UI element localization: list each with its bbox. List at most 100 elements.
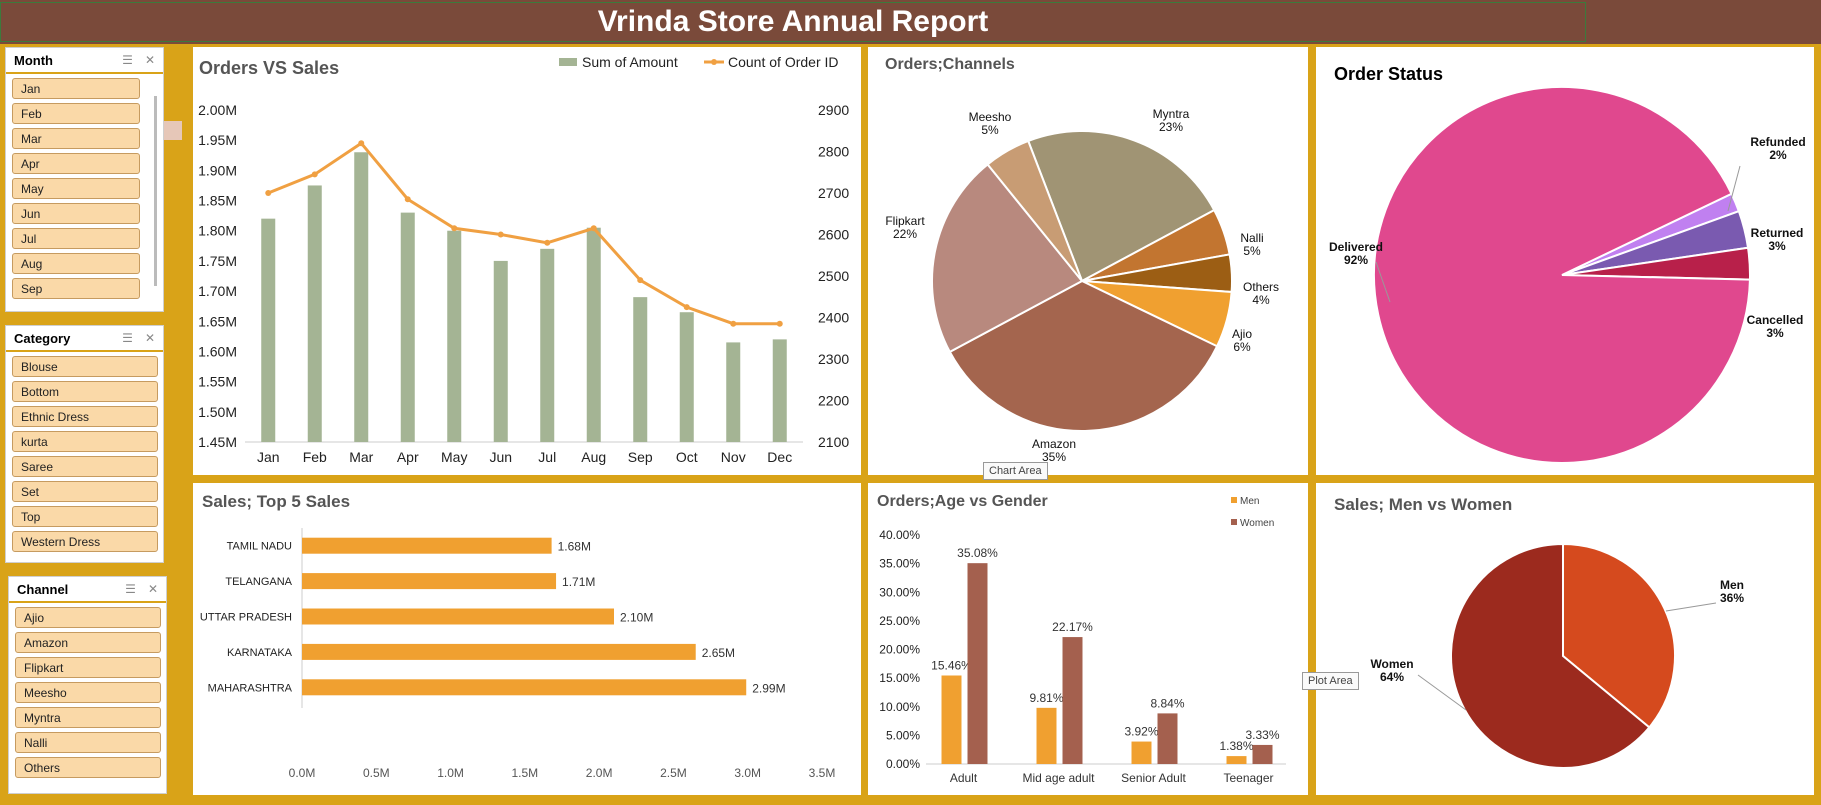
line-point-jun xyxy=(497,231,504,238)
slicer-item-top[interactable]: Top xyxy=(12,506,158,527)
slicer-item-aug[interactable]: Aug xyxy=(12,253,140,274)
slicer-item-jun[interactable]: Jun xyxy=(12,203,140,224)
order-status-panel[interactable]: Order Status Refunded 2% Returned 3% Cancelle… xyxy=(1316,47,1814,475)
bar-aug xyxy=(586,227,601,442)
category-label: TAMIL NADU xyxy=(227,541,292,553)
bar-may xyxy=(447,230,462,442)
slicer-item-jul[interactable]: Jul xyxy=(12,228,140,249)
slice-flipkart xyxy=(931,163,1084,354)
slice-amazon xyxy=(948,279,1219,432)
bar-men-senior-adult xyxy=(1131,741,1152,764)
chart-title: Order Status xyxy=(1334,64,1443,84)
slice-men xyxy=(1562,542,1676,729)
x-axis-tick-label: Jul xyxy=(538,449,556,465)
y-axis-tick-label: 15.00% xyxy=(879,671,920,685)
slicer-item-sep[interactable]: Sep xyxy=(12,278,140,299)
slice-pct-ajio: 6% xyxy=(1233,340,1251,354)
orders-channels-chart: Orders;ChannelsMyntra23%Nalli5%Others4%A… xyxy=(885,56,1279,464)
slicer-item-bottom[interactable]: Bottom xyxy=(12,381,158,402)
month-slicer-title: Month xyxy=(14,52,53,68)
y2-axis-tick-label: 2100 xyxy=(818,434,849,450)
chart-area-tooltip: Chart Area xyxy=(983,462,1048,480)
x-axis-tick-label: Mar xyxy=(349,449,373,465)
x-axis-tick-label: Adult xyxy=(950,771,978,785)
x-axis-tick-label: Dec xyxy=(767,449,792,465)
bar-mar xyxy=(354,152,369,442)
slicer-item-ethnic-dress[interactable]: Ethnic Dress xyxy=(12,406,158,427)
leader-men xyxy=(1665,602,1717,612)
age-gender-panel[interactable]: Orders;Age vs Gender 40.00% 35.00% 30.00% 25… xyxy=(868,483,1308,795)
y2-axis-tick-label: 2200 xyxy=(818,393,849,409)
slicer-item-western-dress[interactable]: Western Dress xyxy=(12,531,158,552)
channel-slicer[interactable]: Channel ☰ ✕ Ajio Amazon Flipkart Meesho Myntr… xyxy=(8,576,167,794)
slicer-item-myntra[interactable]: Myntra xyxy=(15,707,161,728)
clear-filter-icon[interactable]: ✕ xyxy=(144,53,155,67)
orders-channels-panel[interactable]: Orders;Channels Myntra 23% Nalli 5% Others 4% A… xyxy=(868,47,1308,475)
slicer-item-blouse[interactable]: Blouse xyxy=(12,356,158,377)
slice-pct-nalli: 5% xyxy=(1243,244,1261,258)
y-axis-tick-label: 1.70M xyxy=(198,283,237,299)
slicer-item-feb[interactable]: Feb xyxy=(12,103,140,124)
slicer-item-others[interactable]: Others xyxy=(15,757,161,778)
slice-label-cancelled: Cancelled xyxy=(1747,313,1804,327)
title-cell[interactable]: Vrinda Store Annual Report xyxy=(0,2,1586,42)
category-label: UTTAR PRADESH xyxy=(200,612,292,624)
y-axis-tick-label: 10.00% xyxy=(879,700,920,714)
orders-vs-sales-panel[interactable]: Orders VS Sales 2.00M 1.95M 1.90M 1.85M 1.80M… xyxy=(193,47,861,475)
bar-jun xyxy=(493,260,508,442)
x-axis-tick-label: Senior Adult xyxy=(1121,771,1186,785)
slicer-item-set[interactable]: Set xyxy=(12,481,158,502)
multi-select-icon[interactable]: ☰ xyxy=(122,53,133,67)
slice-pct-women: 64% xyxy=(1380,670,1404,684)
x-axis-tick-label: 0.5M xyxy=(363,766,390,780)
line-point-mar xyxy=(358,140,365,147)
slicer-item-apr[interactable]: Apr xyxy=(12,153,140,174)
y2-axis-tick-label: 2300 xyxy=(818,351,849,367)
y-axis-tick-label: 1.85M xyxy=(198,193,237,209)
slicer-item-mar[interactable]: Mar xyxy=(12,128,140,149)
x-axis-tick-label: Mid age adult xyxy=(1022,771,1095,785)
leader-refunded xyxy=(1727,165,1741,212)
x-axis-tick-label: Feb xyxy=(303,449,327,465)
clear-filter-icon[interactable]: ✕ xyxy=(144,331,155,345)
slice-label-amazon: Amazon xyxy=(1032,437,1076,451)
multi-select-icon[interactable]: ☰ xyxy=(125,582,136,596)
data-label: 35.08% xyxy=(957,546,998,560)
data-label: 1.71M xyxy=(562,575,595,589)
month-slicer-scrollbar[interactable] xyxy=(154,96,157,286)
slicer-item-flipkart[interactable]: Flipkart xyxy=(15,657,161,678)
slice-label-returned: Returned xyxy=(1751,226,1804,240)
plot-area-tooltip: Plot Area xyxy=(1302,672,1359,690)
multi-select-icon[interactable]: ☰ xyxy=(122,331,133,345)
slicer-item-kurta[interactable]: kurta xyxy=(12,431,158,452)
data-label: 9.81% xyxy=(1029,691,1063,705)
slice-pct-delivered: 92% xyxy=(1344,253,1368,267)
y-axis-tick-label: 1.65M xyxy=(198,313,237,329)
x-axis-tick-label: 0.0M xyxy=(289,766,316,780)
x-axis-tick-label: 3.5M xyxy=(809,766,836,780)
clear-filter-icon[interactable]: ✕ xyxy=(147,582,158,596)
count-line xyxy=(267,141,780,326)
slicer-item-nalli[interactable]: Nalli xyxy=(15,732,161,753)
slicer-item-may[interactable]: May xyxy=(12,178,140,199)
y-axis-tick-label: 1.50M xyxy=(198,404,237,420)
month-slicer[interactable]: Month ☰ ✕ Jan Feb Mar Apr May Jun Jul Aug Sep xyxy=(5,47,164,312)
y-axis-tick-label: 2.00M xyxy=(198,102,237,118)
slice-label-delivered: Delivered xyxy=(1329,240,1383,254)
category-slicer[interactable]: Category ☰ ✕ Blouse Bottom Ethnic Dress kurt… xyxy=(5,325,164,563)
slice-pct-returned: 3% xyxy=(1768,239,1786,253)
slicer-item-meesho[interactable]: Meesho xyxy=(15,682,161,703)
men-women-panel[interactable]: Sales; Men vs Women Men 36% Women 64% xyxy=(1316,483,1814,795)
y-axis-tick-label: 40.00% xyxy=(879,528,920,542)
legend-swatch-women xyxy=(1231,519,1237,525)
slicer-item-jan[interactable]: Jan xyxy=(12,78,140,99)
slicer-item-ajio[interactable]: Ajio xyxy=(15,607,161,628)
chart-title: Orders;Channels xyxy=(885,56,1015,73)
slicer-item-saree[interactable]: Saree xyxy=(12,456,158,477)
slicer-item-amazon[interactable]: Amazon xyxy=(15,632,161,653)
x-axis-tick-label: Teenager xyxy=(1223,771,1273,785)
bar-telangana xyxy=(302,573,557,590)
y2-axis-tick-label: 2900 xyxy=(818,102,849,118)
month-slicer-header: Month ☰ ✕ xyxy=(6,48,163,74)
top5-sales-panel[interactable]: Sales; Top 5 Sales TAMIL NADU 1.68M TELANGA… xyxy=(193,483,861,795)
